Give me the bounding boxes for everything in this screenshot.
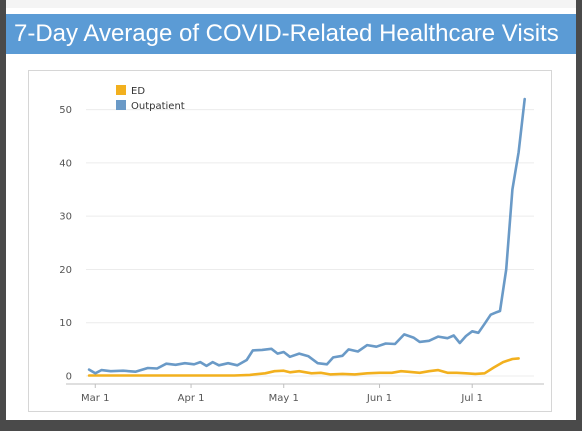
- x-tick-label: Mar 1: [81, 393, 109, 404]
- y-tick-label: 40: [59, 158, 72, 169]
- x-tick-label: Jul 1: [460, 393, 483, 404]
- line-chart: 0 10 20 30 40 50 Mar 1 Apr 1 May 1 Jun 1 Jul 1 ED Ou…: [59, 85, 544, 404]
- y-tick-label: 10: [59, 318, 72, 329]
- x-tick-label: Apr 1: [178, 393, 205, 404]
- legend-swatch: [116, 100, 126, 110]
- x-tick-label: May 1: [269, 393, 299, 404]
- chart-card: 7-Day Average of COVID-Related Healthcar…: [6, 0, 576, 420]
- y-tick-label: 20: [59, 265, 72, 276]
- series-line-outpatient: [87, 97, 526, 375]
- chart-frame: 0 10 20 30 40 50 Mar 1 Apr 1 May 1 Jun 1 Jul 1 ED Ou…: [28, 70, 552, 412]
- y-tick-label: 0: [66, 372, 72, 383]
- y-tick-label: 50: [59, 105, 72, 116]
- legend-label: Outpatient: [131, 101, 185, 112]
- x-tick-label: Jun 1: [366, 393, 392, 404]
- legend-swatch: [116, 85, 126, 95]
- y-tick-label: 30: [59, 212, 72, 223]
- page-title: 7-Day Average of COVID-Related Healthcar…: [14, 20, 559, 47]
- legend-label: ED: [131, 86, 145, 97]
- top-strip: [6, 0, 576, 8]
- series-line-ed: [87, 357, 520, 377]
- title-bar: 7-Day Average of COVID-Related Healthcar…: [6, 14, 576, 54]
